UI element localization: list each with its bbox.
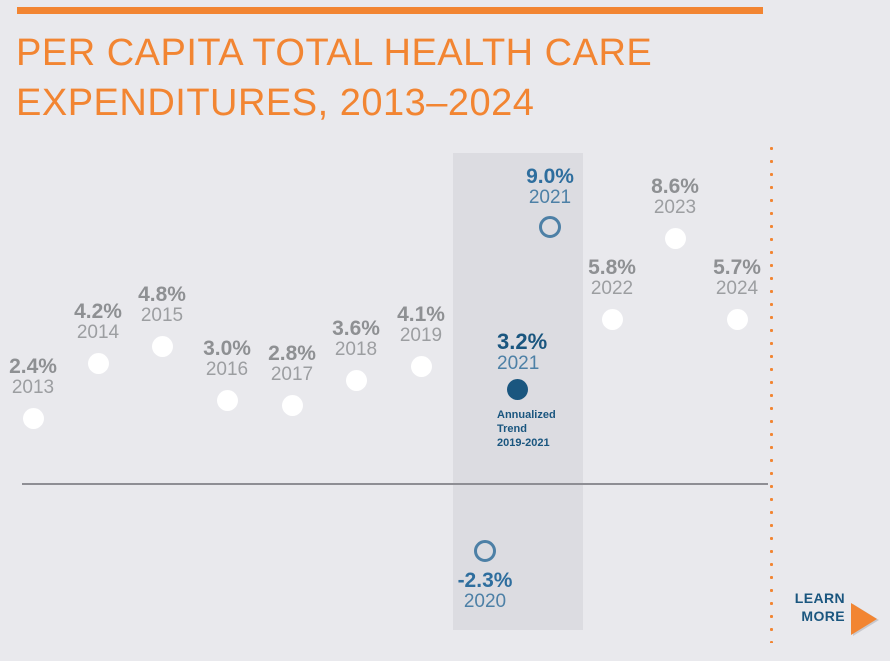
data-point-marker	[345, 370, 367, 391]
point-value-label: 4.2%	[74, 300, 122, 323]
point-value-label: 4.8%	[138, 283, 186, 306]
page-title: PER CAPITA TOTAL HEALTH CARE EXPENDITURE…	[16, 28, 796, 128]
data-point-2018: 3.6% 2018	[311, 318, 401, 391]
data-point-2020: -2.3% 2020	[440, 540, 530, 612]
data-point-marker	[151, 336, 173, 357]
page-title-line2: EXPENDITURES, 2013–2024	[16, 82, 535, 124]
data-point-2021-annualized-trend: 3.2% 2021 Annualized Trend 2019-2021	[497, 331, 607, 450]
data-point-marker	[22, 408, 44, 429]
data-point-marker	[87, 353, 109, 374]
data-point-2021-actual: 9.0% 2021	[505, 166, 595, 238]
data-point-marker-outline	[539, 216, 561, 238]
data-point-marker-solid	[507, 379, 528, 400]
point-value-label: 4.1%	[397, 303, 445, 326]
data-point-marker	[281, 395, 303, 416]
dotted-divider-line	[770, 147, 773, 643]
data-point-2013: 2.4% 2013	[0, 356, 78, 429]
point-value-label: 3.0%	[203, 337, 251, 360]
point-year-label: 2013	[11, 377, 55, 398]
point-value-label: 9.0%	[526, 165, 574, 188]
point-value-label: -2.3%	[457, 569, 513, 592]
point-year-label: 2019	[399, 325, 443, 346]
data-point-2015: 4.8% 2015	[117, 284, 207, 357]
point-year-label: 2021	[497, 353, 540, 374]
data-point-marker	[726, 309, 748, 330]
page-title-line1: PER CAPITA TOTAL HEALTH CARE	[16, 32, 653, 74]
learn-more-line2[interactable]: MORE	[801, 608, 845, 624]
learn-more-line1[interactable]: LEARN	[794, 590, 845, 606]
data-point-2022: 5.8% 2022	[567, 257, 657, 330]
learn-more-arrow-icon[interactable]	[851, 603, 877, 635]
data-point-marker	[216, 390, 238, 411]
point-year-label: 2016	[205, 359, 249, 380]
data-point-marker	[601, 309, 623, 330]
data-point-2014: 4.2% 2014	[53, 301, 143, 374]
data-point-2019: 4.1% 2019	[376, 304, 466, 377]
zero-axis-line	[22, 483, 768, 485]
data-point-2023: 8.6% 2023	[630, 176, 720, 249]
point-year-label: 2024	[715, 278, 759, 299]
data-point-marker	[664, 228, 686, 249]
point-value-label: 8.6%	[651, 175, 699, 198]
point-value-label: 2.4%	[9, 355, 57, 378]
annualized-trend-note: Annualized Trend 2019-2021	[497, 409, 556, 449]
learn-more-button[interactable]: LEARN MORE	[735, 589, 845, 625]
data-point-marker	[410, 356, 432, 377]
data-point-marker-outline	[474, 540, 496, 562]
point-value-label: 5.7%	[713, 256, 761, 279]
point-year-label: 2020	[463, 591, 507, 612]
data-point-2016: 3.0% 2016	[182, 338, 272, 411]
point-value-label: 2.8%	[268, 342, 316, 365]
point-year-label: 2022	[590, 278, 634, 299]
point-year-label: 2014	[76, 322, 120, 343]
point-value-label: 5.8%	[588, 256, 636, 279]
point-year-label: 2021	[528, 187, 572, 208]
point-year-label: 2017	[270, 364, 314, 385]
point-value-label: 3.6%	[332, 317, 380, 340]
data-point-2017: 2.8% 2017	[247, 343, 337, 416]
point-value-label: 3.2%	[497, 329, 548, 354]
point-year-label: 2023	[653, 197, 697, 218]
data-point-2024: 5.7% 2024	[692, 257, 782, 330]
point-year-label: 2018	[334, 339, 378, 360]
top-accent-bar	[17, 7, 763, 14]
point-year-label: 2015	[140, 305, 184, 326]
